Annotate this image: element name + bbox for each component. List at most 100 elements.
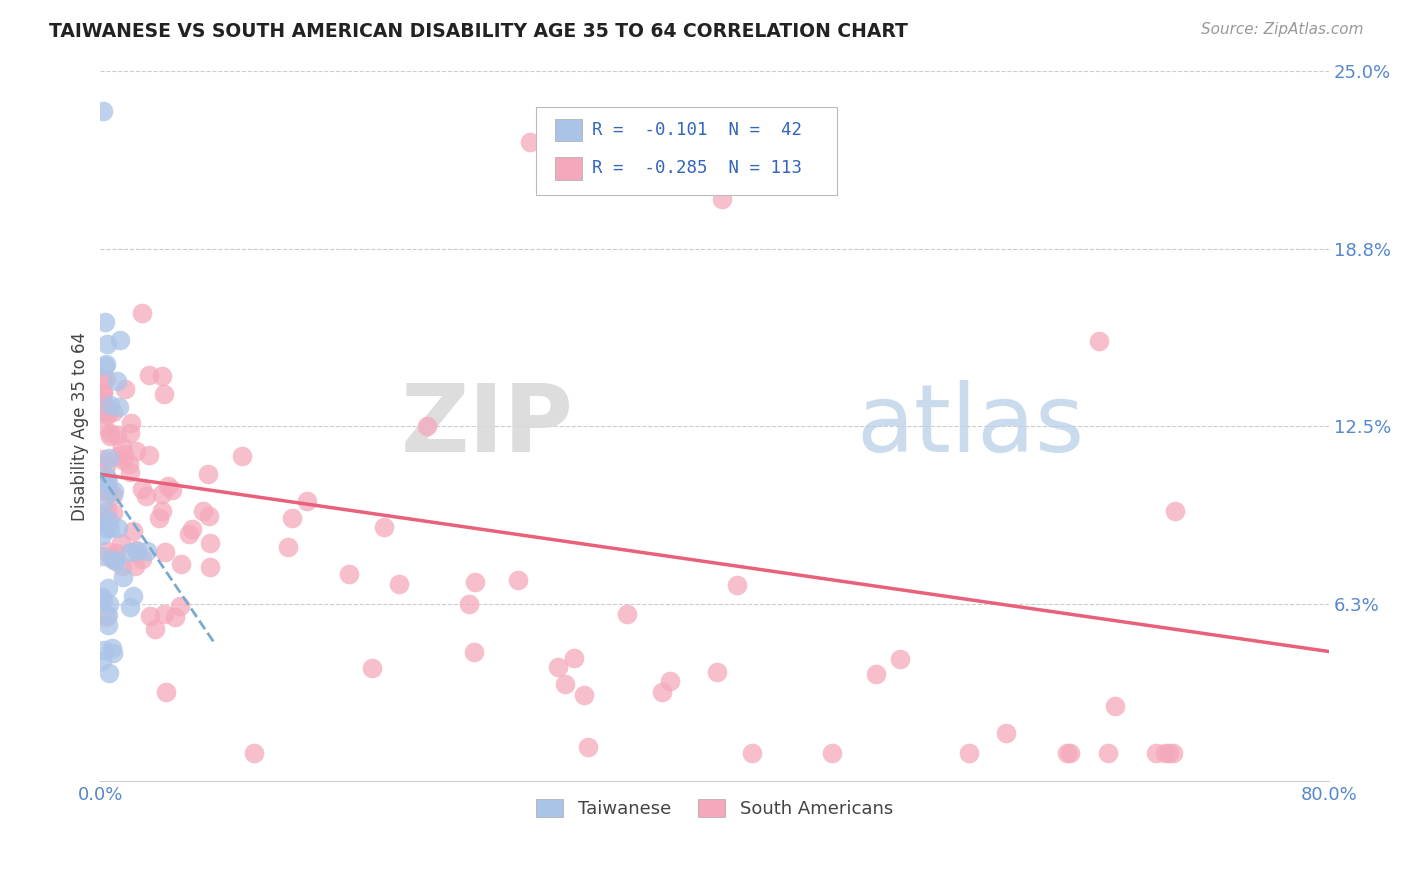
- Point: [197, 467, 219, 482]
- Point: [114, 382, 136, 396]
- Point: [127, 543, 149, 558]
- Point: [104, 546, 127, 560]
- Y-axis label: Disability Age 35 to 64: Disability Age 35 to 64: [72, 332, 89, 521]
- Point: [112, 447, 135, 461]
- Point: [131, 551, 153, 566]
- Point: [98, 513, 121, 527]
- Point: [94, 357, 117, 371]
- Point: [101, 506, 124, 520]
- Point: [97, 581, 120, 595]
- Point: [136, 544, 159, 558]
- Point: [107, 521, 129, 535]
- FancyBboxPatch shape: [537, 106, 838, 195]
- Point: [111, 570, 134, 584]
- Point: [1087, 334, 1109, 348]
- Point: [96, 516, 118, 531]
- Point: [120, 425, 142, 440]
- Point: [659, 674, 682, 689]
- Point: [295, 494, 318, 508]
- Point: [160, 483, 183, 497]
- Point: [111, 439, 134, 453]
- Point: [100, 640, 122, 655]
- Point: [107, 449, 129, 463]
- Point: [198, 536, 221, 550]
- Point: [110, 333, 132, 347]
- Point: [1161, 746, 1184, 760]
- Point: [131, 482, 153, 496]
- Point: [96, 408, 118, 422]
- Point: [125, 542, 148, 557]
- Point: [231, 450, 253, 464]
- Point: [96, 471, 118, 485]
- Point: [101, 488, 124, 502]
- Point: [93, 514, 115, 528]
- Point: [90, 549, 112, 563]
- Point: [150, 486, 173, 500]
- Point: [93, 483, 115, 498]
- Point: [124, 559, 146, 574]
- Point: [1164, 504, 1187, 518]
- Point: [93, 399, 115, 413]
- Point: [97, 475, 120, 490]
- Point: [458, 597, 481, 611]
- Point: [547, 660, 569, 674]
- Text: TAIWANESE VS SOUTH AMERICAN DISABILITY AGE 35 TO 64 CORRELATION CHART: TAIWANESE VS SOUTH AMERICAN DISABILITY A…: [49, 22, 908, 41]
- Point: [98, 521, 121, 535]
- Point: [741, 746, 763, 760]
- Point: [706, 665, 728, 679]
- Text: atlas: atlas: [856, 380, 1084, 472]
- Point: [118, 545, 141, 559]
- Point: [157, 479, 180, 493]
- Point: [198, 560, 221, 574]
- Point: [131, 306, 153, 320]
- Point: [120, 417, 142, 431]
- Point: [111, 558, 134, 573]
- Point: [93, 103, 115, 118]
- Point: [105, 428, 128, 442]
- Point: [101, 646, 124, 660]
- Text: R =  -0.285  N = 113: R = -0.285 N = 113: [592, 160, 801, 178]
- Text: Source: ZipAtlas.com: Source: ZipAtlas.com: [1201, 22, 1364, 37]
- Point: [94, 521, 117, 535]
- Point: [959, 746, 981, 760]
- Point: [94, 372, 117, 386]
- Point: [98, 397, 121, 411]
- Point: [97, 597, 120, 611]
- Point: [170, 557, 193, 571]
- Point: [97, 617, 120, 632]
- Point: [96, 337, 118, 351]
- Point: [1059, 746, 1081, 760]
- Point: [96, 469, 118, 483]
- Point: [1157, 746, 1180, 760]
- Point: [98, 425, 121, 440]
- Point: [93, 643, 115, 657]
- Point: [93, 418, 115, 433]
- Point: [148, 511, 170, 525]
- Point: [725, 578, 748, 592]
- Point: [576, 739, 599, 754]
- Point: [191, 504, 214, 518]
- Point: [150, 504, 173, 518]
- Point: [138, 448, 160, 462]
- Point: [152, 387, 174, 401]
- Point: [711, 192, 734, 206]
- Point: [519, 135, 541, 149]
- Point: [889, 652, 911, 666]
- Point: [506, 573, 529, 587]
- Point: [153, 544, 176, 558]
- Point: [135, 489, 157, 503]
- Point: [651, 685, 673, 699]
- Point: [93, 393, 115, 408]
- Point: [96, 405, 118, 419]
- Point: [118, 600, 141, 615]
- Point: [93, 386, 115, 401]
- Point: [118, 458, 141, 472]
- Point: [181, 522, 204, 536]
- Point: [243, 746, 266, 760]
- Point: [865, 666, 887, 681]
- Point: [91, 655, 114, 669]
- FancyBboxPatch shape: [555, 119, 582, 141]
- Point: [1097, 746, 1119, 760]
- Point: [163, 609, 186, 624]
- Point: [1104, 699, 1126, 714]
